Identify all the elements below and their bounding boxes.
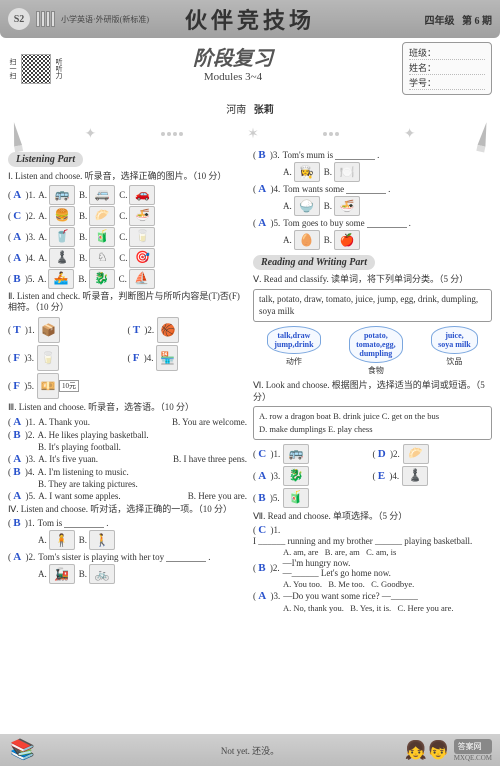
info-name: 姓名： (409, 61, 485, 75)
s7-head: Ⅶ. Read and choose. 单项选择。（5 分） (253, 511, 492, 523)
reading-part-banner: Reading and Writing Part (253, 255, 375, 270)
s4-item: ( B )1. Tom is. (8, 517, 247, 529)
qr-block: 扫一扫 听听力 (8, 42, 64, 95)
pencil-icon (10, 121, 22, 146)
s1-row: ( B )5. A.🚣 B.🐉 C.⛵ (8, 269, 247, 289)
s7-item: ( C )1. I ______ running and my brother … (253, 524, 492, 557)
s6-item: ( A )3.🐉 (253, 466, 373, 486)
s7-item: ( B )2. —I'm hungry now. —______ Let's g… (253, 558, 492, 589)
s4-item: ( A )2. Tom's sister is playing with her… (8, 551, 247, 563)
qr-label-right: 听听力 (54, 58, 64, 79)
watermark: 👧👦 答案网 MXQE.COM (405, 739, 492, 762)
qr-label-left: 扫一扫 (8, 58, 18, 79)
classify-bubble: talk,draw jump,drink (267, 326, 320, 354)
badge-s2: S2 (8, 8, 30, 30)
classify-bubble: potato, tomato,egg, dumpling (349, 326, 403, 363)
header-banner: S2 小学英语·外研版(新标准) 伙伴竞技场 四年级 第 6 期 (0, 0, 500, 38)
grade: 四年级 (425, 16, 455, 27)
s4-head: Ⅳ. Listen and choose. 听对话，选择正确的一项。（10 分） (8, 504, 247, 516)
s6-head: Ⅵ. Look and choose. 根据图片，选择适当的单词或短语。（5 分… (253, 380, 492, 403)
s6-item: ( B )5.🧃 (253, 488, 373, 508)
wm1: 答案网 (454, 739, 492, 754)
s3-head: Ⅲ. Listen and choose. 听录音，选答语。（10 分） (8, 402, 247, 414)
issue: 第 6 期 (462, 16, 492, 27)
wm2: MXQE.COM (454, 754, 492, 762)
s4-item: ( B )3. Tom's mum is. (253, 149, 492, 161)
info-number: 学号： (409, 76, 485, 90)
content-columns: Listening Part Ⅰ. Listen and choose. 听录音… (0, 148, 500, 613)
info-box: 班级： 姓名： 学号： (402, 42, 492, 95)
s1-head: Ⅰ. Listen and choose. 听录音，选择正确的图片。（10 分） (8, 171, 247, 183)
s3-item: ( A )1. A. Thank you.B. You are welcome. (8, 416, 247, 428)
s6-choices: A. row a dragon boat B. drink juice C. g… (253, 406, 492, 440)
title-cn: 阶段复习 (64, 42, 402, 71)
s4-item: ( A )5. Tom goes to buy some. (253, 217, 492, 229)
s1-row: ( A )4. A.♟️ B.♘ C.🎯 (8, 248, 247, 268)
footer-text: Not yet. 还没。 (221, 744, 279, 757)
s1-row: ( C )2. A.🍔 B.🥟 C.🍜 (8, 206, 247, 226)
s2-item: ( F )3. 🥛 (8, 345, 128, 371)
deco-row: ✦ ✶ ✦ (0, 120, 500, 148)
s4-item: ( A )4. Tom wants some. (253, 183, 492, 195)
s5-bubble-row: talk,draw jump,drink 动作 potato, tomato,eg… (253, 326, 492, 376)
splat-icon: ✦ (84, 126, 96, 143)
s2-head: Ⅱ. Listen and check. 听录音，判断图片与所听内容是(T)否(… (8, 291, 247, 314)
kids-icon: 👧👦 (405, 740, 450, 761)
splat-icon: ✶ (247, 126, 259, 143)
right-column: ( B )3. Tom's mum is. A.👩‍🍳 B.🍽️ ( A )4.… (253, 148, 492, 613)
main-title: 伙伴竞技场 (185, 3, 315, 35)
classify-bubble: juice, soya milk (431, 326, 478, 354)
bubble-label: 动作 (267, 356, 320, 367)
s7-item: ( A )3. —Do you want some rice? —______ … (253, 590, 492, 613)
s1-row: ( A )1. A.🚌 B.🚐 C.🚗 (8, 185, 247, 205)
s6-item: ( C )1.🚌 (253, 444, 373, 464)
info-class: 班级： (409, 46, 485, 60)
dots (161, 132, 183, 136)
s3-item: ( A )5. A. I want some apples.B. Here yo… (8, 490, 247, 502)
s3-item: ( B )4.A. I'm listening to music.B. They… (8, 466, 247, 489)
s2-item: ( F )5. 💴10元 (8, 373, 128, 399)
author-name: 张莉 (254, 105, 274, 116)
bubble-label: 饮品 (431, 356, 478, 367)
pencil-icon (478, 121, 491, 146)
footer: 📚 Not yet. 还没。 👧👦 答案网 MXQE.COM (0, 734, 500, 766)
subheader: 扫一扫 听听力 阶段复习 Modules 3~4 班级： 姓名： 学号： (0, 38, 500, 99)
s3-item: ( B )2.A. He likes playing basketball.B.… (8, 429, 247, 452)
qr-code (21, 54, 51, 84)
left-column: Listening Part Ⅰ. Listen and choose. 听录音… (8, 148, 247, 613)
title-en: Modules 3~4 (64, 71, 402, 83)
splat-icon: ✦ (404, 126, 416, 143)
dots (323, 132, 339, 136)
s2-item: ( F )4. 🏪 (128, 345, 248, 371)
s2-item: ( T )2. 🏀 (128, 317, 248, 343)
s6-item: ( D )2.🥟 (373, 444, 493, 464)
s2-item: ( T )1. 📦 (8, 317, 128, 343)
s1-row: ( A )3. A.🥤 B.🧃 C.🥛 (8, 227, 247, 247)
books-icon (36, 11, 55, 27)
s6-item: ( E )4.♟️ (373, 466, 493, 486)
s5-wordlist: talk, potato, draw, tomato, juice, jump,… (253, 289, 492, 322)
author-region: 河南 (226, 105, 246, 116)
s3-item: ( A )3. A. It's five yuan.B. I have thre… (8, 453, 247, 465)
desk-icon: 📚 (10, 737, 35, 762)
bubble-label: 食物 (349, 365, 403, 376)
center-title: 阶段复习 Modules 3~4 (64, 42, 402, 95)
s5-head: Ⅴ. Read and classify. 读单词，将下列单词分类。（5 分） (253, 274, 492, 286)
grade-issue: 四年级 第 6 期 (425, 12, 493, 27)
subhead: 小学英语·外研版(新标准) (61, 14, 149, 25)
author-line: 河南 张莉 (0, 101, 500, 116)
listening-part-banner: Listening Part (8, 152, 83, 167)
